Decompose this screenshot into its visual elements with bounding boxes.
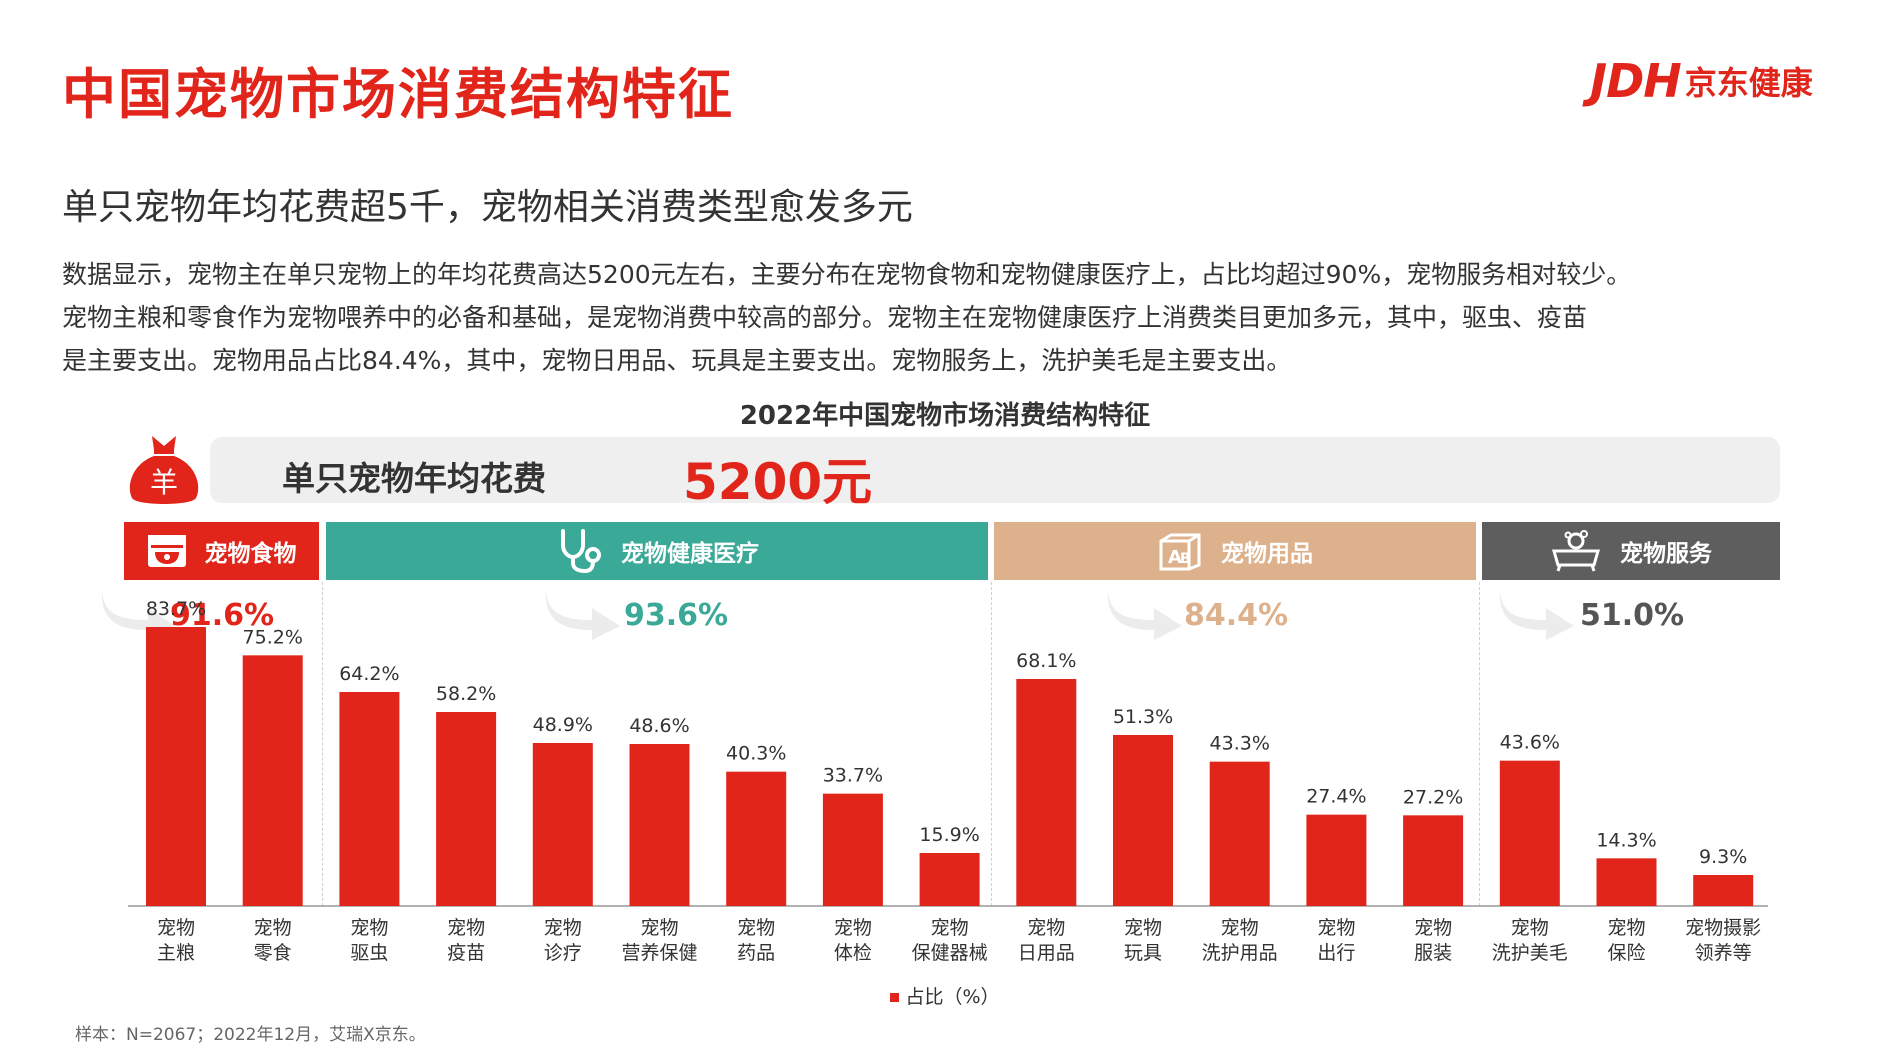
category-name: 宠物食物 — [204, 541, 297, 567]
x-tick-label: 宠物 体检 — [833, 917, 872, 964]
x-tick-label: 宠物 保健器械 — [911, 917, 988, 964]
body-line: 是主要支出。宠物用品占比84.4%，其中，宠物日用品、玩具是主要支出。宠物服务上… — [62, 346, 1292, 375]
group-divider — [1479, 582, 1480, 906]
category-name: 宠物用品 — [1221, 541, 1313, 567]
bar — [1693, 875, 1754, 906]
category-share-supplies: 84.4% — [1183, 598, 1289, 633]
bar-value-label: 51.3% — [1113, 706, 1173, 728]
svg-text:B: B — [1180, 551, 1191, 567]
bar-value-label: 83.7% — [146, 598, 206, 620]
section-subtitle: 单只宠物年均花费超5千，宠物相关消费类型愈发多元 — [62, 187, 913, 228]
x-tick-label: 宠物摄影 领养等 — [1685, 917, 1762, 964]
x-tick-label: 宠物 疫苗 — [447, 917, 486, 964]
bar — [629, 744, 690, 906]
x-tick-label: 宠物 诊疗 — [543, 917, 582, 964]
annual-spend-box — [210, 437, 1780, 503]
curved-arrow-icon — [545, 588, 620, 640]
annual-spend-value: 5200元 — [683, 453, 873, 511]
bar-value-label: 40.3% — [726, 743, 786, 765]
x-tick-label: 宠物 日用品 — [1017, 917, 1075, 964]
category-share-health: 93.6% — [623, 598, 729, 633]
bar — [146, 627, 206, 906]
x-tick-label: 宠物 洗护用品 — [1201, 917, 1278, 964]
category-header-food: 宠物食物 — [124, 522, 319, 580]
bar — [822, 793, 883, 906]
group-divider — [991, 582, 992, 906]
x-tick-label: 宠物 零食 — [253, 917, 292, 964]
body-paragraph: 数据显示，宠物主在单只宠物上的年均花费高达5200元左右，主要分布在宠物食物和宠… — [62, 253, 1862, 382]
bar-value-label: 75.2% — [243, 626, 303, 648]
category-name: 宠物健康医疗 — [621, 541, 759, 567]
chart-legend: 占比（%） — [0, 982, 1890, 1009]
category-header-service: 宠物服务 — [1482, 522, 1780, 580]
bar-value-label: 64.2% — [339, 663, 399, 685]
group-divider — [322, 582, 323, 906]
chart-title: 2022年中国宠物市场消费结构特征 — [739, 401, 1151, 431]
money-bag-symbol: 羊 — [150, 466, 178, 499]
bar-value-label: 68.1% — [1016, 650, 1076, 672]
bar — [532, 743, 593, 906]
svg-text:A: A — [1168, 547, 1182, 568]
bar — [1403, 815, 1464, 906]
bar — [726, 771, 787, 906]
category-name: 宠物服务 — [1620, 541, 1712, 567]
category-header-health: 宠物健康医疗 — [326, 522, 988, 580]
logo-text: 京东健康 — [1684, 64, 1813, 102]
bar-value-label: 9.3% — [1699, 846, 1747, 868]
stethoscope-icon — [555, 527, 603, 575]
bar — [1016, 679, 1077, 906]
x-tick-label: 宠物 营养保健 — [621, 917, 698, 964]
curved-arrow-icon — [1107, 588, 1182, 640]
ab-blocks-icon: A B — [1157, 531, 1203, 571]
bar — [1306, 814, 1367, 906]
x-tick-label: 宠物 驱虫 — [350, 917, 389, 964]
x-tick-label: 宠物 出行 — [1317, 917, 1356, 964]
bar-value-label: 58.2% — [436, 683, 496, 705]
pet-bath-icon — [1550, 529, 1602, 573]
bar — [1113, 735, 1173, 906]
bar — [1596, 858, 1657, 906]
bar — [1499, 760, 1560, 906]
logo-mark: JDH — [1590, 54, 1682, 108]
category-header-supplies: A B 宠物用品 — [994, 522, 1476, 580]
body-line: 数据显示，宠物主在单只宠物上的年均花费高达5200元左右，主要分布在宠物食物和宠… — [62, 260, 1632, 289]
footnote: 样本：N=2067；2022年12月，艾瑞X京东。 — [75, 1025, 426, 1045]
bar-value-label: 48.9% — [533, 714, 593, 736]
pet-food-bowl-icon — [147, 534, 187, 568]
curved-arrow-icon — [1499, 588, 1574, 640]
bar-value-label: 33.7% — [823, 765, 883, 787]
x-tick-label: 宠物 服装 — [1414, 917, 1453, 964]
bar — [242, 655, 303, 906]
body-line: 宠物主粮和零食作为宠物喂养中的必备和基础，是宠物消费中较高的部分。宠物主在宠物健… — [62, 303, 1588, 332]
legend-swatch — [890, 993, 900, 1002]
bar — [436, 712, 497, 906]
x-tick-label: 宠物 药品 — [737, 917, 776, 964]
x-tick-label: 宠物 洗护美毛 — [1491, 917, 1568, 964]
bar-value-label: 43.6% — [1500, 732, 1560, 754]
bar — [1209, 761, 1270, 906]
x-tick-label: 宠物 保险 — [1607, 917, 1646, 964]
bar — [919, 853, 980, 906]
bar-value-label: 27.2% — [1403, 786, 1463, 808]
page-title: 中国宠物市场消费结构特征 — [62, 63, 734, 126]
bar — [339, 692, 400, 906]
x-tick-label: 宠物 玩具 — [1123, 917, 1162, 964]
annual-spend-label: 单只宠物年均花费 — [282, 459, 546, 498]
x-tick-label: 宠物 主粮 — [156, 917, 195, 964]
bar-value-label: 14.3% — [1596, 829, 1656, 851]
bar-value-label: 43.3% — [1210, 733, 1270, 755]
category-share-service: 51.0% — [1579, 598, 1685, 633]
legend-label: 占比（%） — [905, 986, 1000, 1008]
money-bag-icon: 羊 — [124, 430, 204, 508]
jd-health-logo: JDH 京东健康 — [1590, 54, 1813, 108]
bar-value-label: 27.4% — [1306, 786, 1366, 808]
bar-value-label: 15.9% — [919, 824, 979, 846]
bar-value-label: 48.6% — [629, 715, 689, 737]
